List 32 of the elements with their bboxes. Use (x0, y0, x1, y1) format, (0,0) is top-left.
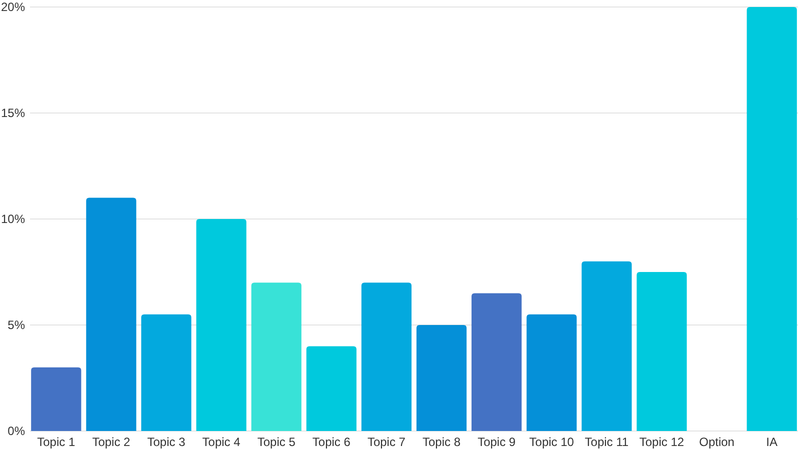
y-tick-label: 0% (8, 424, 26, 438)
y-tick-label: 15% (0, 106, 26, 120)
x-tick-label: Topic 8 (422, 435, 461, 449)
x-tick-label: Topic 10 (529, 435, 574, 449)
bar (141, 314, 192, 431)
x-tick-label: Topic 5 (257, 435, 296, 449)
y-tick-label: 10% (0, 212, 26, 226)
bar (636, 272, 687, 431)
bar (361, 282, 412, 431)
x-tick-label: Topic 4 (202, 435, 241, 449)
bar (196, 219, 246, 431)
y-tick-label: 5% (8, 318, 26, 332)
bar (526, 314, 577, 431)
x-tick-label: Topic 6 (312, 435, 351, 449)
x-tick-label: Topic 11 (584, 435, 629, 449)
bar (31, 367, 82, 431)
x-tick-label: Topic 1 (37, 435, 76, 449)
bar (306, 346, 356, 431)
x-tick-label: Topic 3 (147, 435, 186, 449)
bar (251, 282, 302, 431)
bar (746, 7, 797, 431)
x-tick-label: IA (766, 435, 778, 449)
x-tick-label: Topic 12 (639, 435, 684, 449)
bar (86, 198, 136, 431)
x-tick-label: Topic 9 (478, 435, 516, 449)
y-tick-label: 20% (0, 0, 26, 14)
x-tick-label: Topic 7 (367, 435, 406, 449)
x-tick-label: Topic 2 (92, 435, 131, 449)
bar (472, 293, 522, 431)
bar (416, 325, 467, 431)
bar (582, 261, 632, 431)
x-tick-label: Option (699, 435, 734, 449)
